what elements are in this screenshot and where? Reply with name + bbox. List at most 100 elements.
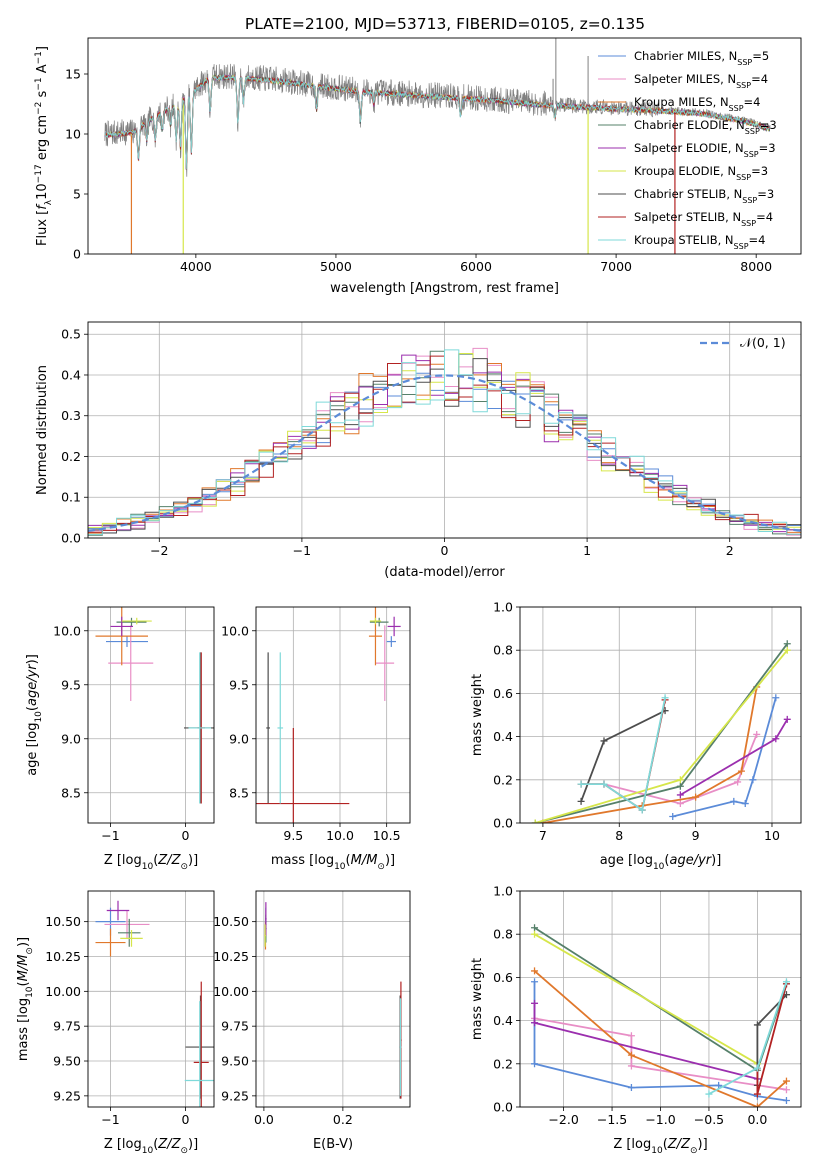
y-tick-label: 0.8	[493, 643, 513, 658]
y-tick-label: 0.6	[493, 686, 513, 701]
plot-area	[95, 900, 214, 1107]
legend-label: Chabrier ELODIE, NSSP=3	[634, 118, 777, 136]
legend-label: Chabrier MILES, NSSP=5	[634, 49, 769, 67]
weight-marker	[627, 1051, 635, 1059]
weight-marker	[600, 737, 608, 745]
y-tick-label: 10.50	[213, 914, 249, 929]
x-tick-label: 0	[182, 828, 190, 843]
y-tick-label: 0.2	[493, 1056, 513, 1071]
legend-label: Kroupa ELODIE, NSSP=3	[634, 164, 768, 182]
y-tick-label: 9.50	[221, 1054, 249, 1069]
x-tick-label: −1.5	[597, 1112, 627, 1127]
weight-marker	[782, 1097, 790, 1105]
weight-line	[533, 970, 788, 1107]
x-tick-label: 10.5	[373, 828, 401, 843]
y-tick-label: 10.25	[213, 949, 249, 964]
weight-marker	[783, 646, 791, 654]
y-axis-label: age [log10(age/yr)]	[25, 654, 44, 776]
weight-marker	[627, 1032, 635, 1040]
x-tick-label: 8000	[740, 259, 772, 274]
figure-title: PLATE=2100, MJD=53713, FIBERID=0105, z=0…	[245, 15, 645, 33]
x-tick-label: 10.0	[326, 828, 354, 843]
y-tick-label: 9.25	[221, 1088, 249, 1103]
axes-frame	[87, 321, 802, 539]
axes-weight-vs-age: 7 8 9 10 0.0 0.2 0.4 0.6 0.8 1.0 age [log10(age/yr…	[470, 600, 802, 872]
weight-marker	[638, 806, 646, 814]
axes-frame	[255, 606, 411, 824]
weight-marker	[734, 778, 742, 786]
x-tick-label: 7	[539, 828, 547, 843]
y-tick-label: 0.6	[493, 970, 513, 985]
weight-marker	[676, 800, 684, 808]
legend-label: Salpeter STELIB, NSSP=4	[634, 210, 773, 228]
x-axis-label: mass [log10(M/M⊙)]	[271, 853, 395, 872]
weight-marker	[531, 924, 539, 932]
weight-marker	[577, 797, 585, 805]
weight-line	[534, 933, 758, 1065]
axes-frame	[87, 37, 802, 255]
x-axis-label: age [log10(age/yr)]	[600, 853, 722, 872]
weight-marker	[782, 978, 790, 986]
gridlines	[88, 891, 214, 1107]
x-tick-label: 0.2	[333, 1112, 353, 1127]
legend: Chabrier MILES, NSSP=5 Salpeter MILES, NS…	[598, 49, 777, 251]
y-tick-label: 0.4	[61, 367, 81, 382]
y-tick-label: 10.25	[45, 949, 81, 964]
y-axis-label: mass [log10(M/M⊙)]	[16, 937, 35, 1061]
x-tick-label: 2	[726, 543, 734, 558]
axes-frame	[255, 890, 411, 1108]
axes-mass-vs-Z: −1 0 9.25 9.50 9.75 10.00 10.25 10.50 Z [log10(Z…	[16, 890, 215, 1156]
weight-marker	[661, 694, 669, 702]
axes-age-vs-Z: −1 0 8.5 9.0 9.5 10.0 Z [log10(Z/Z⊙)] age [log1…	[25, 606, 215, 872]
y-tick-label: 9.75	[53, 1019, 81, 1034]
y-tick-label: 5	[73, 187, 81, 202]
x-tick-label: −1	[101, 1112, 119, 1127]
y-tick-label: 9.75	[221, 1019, 249, 1034]
axes-spectrum: 4000 5000 6000 7000 8000 0 5 10 15 Chabrier MILES…	[34, 37, 802, 296]
weight-marker	[531, 819, 539, 823]
y-axis-label: Flux [fλ10−17 erg cm−2 s−1 A−1]	[34, 46, 54, 246]
weight-marker	[772, 735, 780, 743]
x-tick-label: 5000	[320, 259, 352, 274]
plot-area	[256, 607, 401, 823]
y-tick-label: 9.0	[229, 731, 249, 746]
weight-marker	[676, 776, 684, 784]
x-axis-label: (data-model)/error	[384, 565, 505, 580]
x-tick-label: 0	[441, 543, 449, 558]
x-tick-label: 4000	[180, 259, 212, 274]
weight-marker	[669, 813, 677, 821]
x-tick-label: 8	[615, 828, 623, 843]
x-tick-label: −1	[101, 828, 119, 843]
legend-label: Chabrier STELIB, NSSP=3	[634, 187, 774, 205]
plot-area	[88, 347, 801, 538]
x-tick-label: 7000	[600, 259, 632, 274]
weight-marker	[772, 694, 780, 702]
x-tick-label: 0.0	[747, 1112, 767, 1127]
histogram-series	[88, 349, 801, 538]
y-tick-label: 8.5	[229, 785, 249, 800]
axes-frame	[87, 606, 215, 824]
plot-area	[104, 38, 771, 254]
weight-marker	[730, 797, 738, 805]
plot-area	[531, 924, 790, 1107]
y-tick-label: 0	[73, 247, 81, 262]
weight-marker	[749, 776, 757, 784]
plot-area	[531, 640, 791, 823]
x-tick-label: −2.0	[548, 1112, 578, 1127]
weight-marker	[531, 1060, 539, 1068]
legend-label: Kroupa STELIB, NSSP=4	[634, 233, 765, 251]
weight-marker	[676, 791, 684, 799]
weight-line	[542, 686, 758, 823]
y-tick-label: 10.0	[53, 623, 81, 638]
y-tick-label: 0.0	[493, 1100, 513, 1115]
weight-marker	[627, 1062, 635, 1070]
x-tick-label: 1	[583, 543, 591, 558]
legend-label: Salpeter MILES, NSSP=4	[634, 72, 768, 90]
y-tick-label: 0.0	[493, 816, 513, 831]
weight-marker	[753, 730, 761, 738]
axes-frame	[519, 606, 802, 824]
weight-marker	[737, 767, 745, 775]
weight-marker	[531, 930, 539, 938]
gaussian-reference	[88, 374, 801, 532]
